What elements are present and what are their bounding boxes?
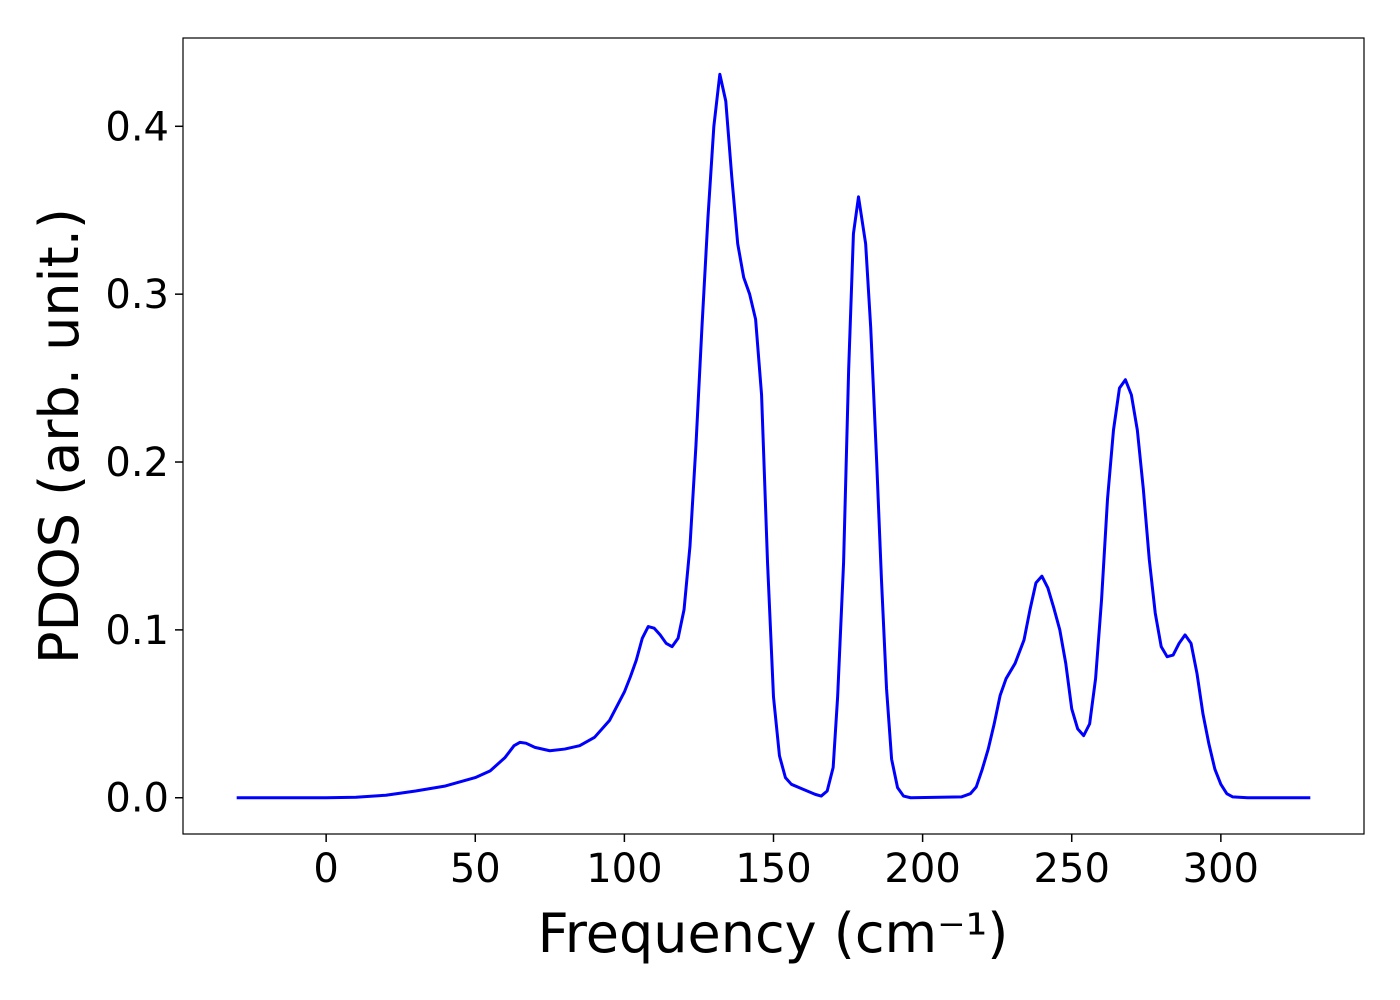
- y-tick-label: 0.4: [105, 104, 169, 150]
- x-tick-label: 50: [450, 846, 501, 892]
- x-tick-label: 200: [884, 846, 960, 892]
- plot-frame: [182, 37, 1365, 835]
- y-axis-label: PDOS (arb. unit.): [28, 208, 91, 664]
- data-line: [236, 72, 1311, 800]
- x-tick-label: 0: [313, 846, 338, 892]
- x-axis-label: Frequency (cm⁻¹): [538, 902, 1009, 965]
- y-tick-label: 0.3: [105, 272, 169, 318]
- x-tick-label: 100: [586, 846, 662, 892]
- y-tick-label: 0.2: [105, 440, 169, 486]
- x-tick-label: 150: [735, 846, 811, 892]
- y-tick-label: 0.1: [105, 608, 169, 654]
- x-tick-label: 300: [1183, 846, 1259, 892]
- y-tick-label: 0.0: [105, 776, 169, 822]
- x-tick-label: 250: [1034, 846, 1110, 892]
